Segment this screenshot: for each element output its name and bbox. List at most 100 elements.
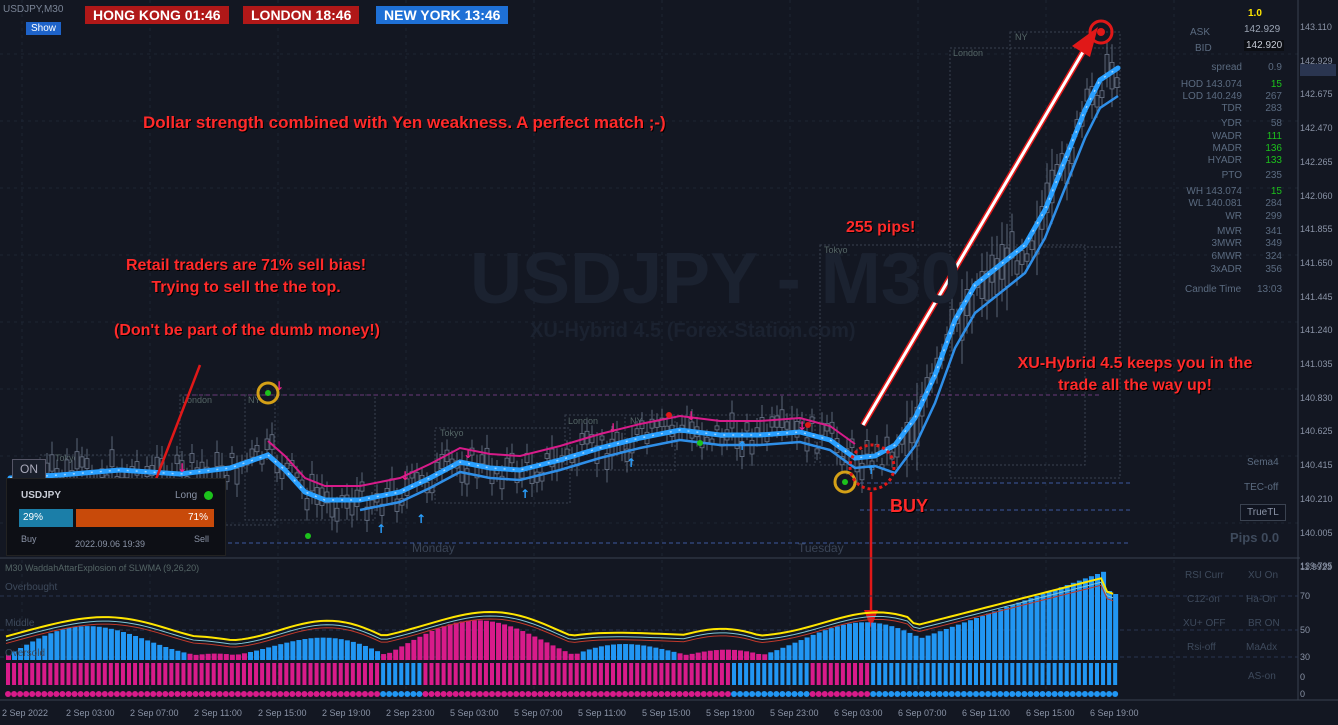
trend-dot	[852, 691, 858, 697]
histogram-bar	[713, 650, 719, 660]
trend-dot	[640, 691, 647, 697]
trend-dot	[658, 691, 665, 697]
trend-dot	[386, 691, 393, 697]
candle-body	[634, 428, 640, 435]
sentiment-toggle-button[interactable]: ON	[12, 459, 46, 479]
candle-body	[539, 471, 545, 482]
histogram-bar	[955, 624, 961, 660]
price-tick: 143.110	[1300, 22, 1332, 32]
br-on-button[interactable]: BR ON	[1248, 618, 1280, 629]
maadx-button[interactable]: MaAdx	[1246, 642, 1278, 653]
trend-strip	[701, 663, 706, 685]
stat-row: spread 0.9	[1170, 62, 1282, 74]
trend-strips	[5, 663, 1119, 697]
rsi-off-button[interactable]: Rsi-off	[1187, 642, 1216, 653]
trend-strip	[1107, 663, 1112, 685]
trend-strip	[1016, 663, 1021, 685]
truetl-button[interactable]: TrueTL	[1240, 504, 1286, 521]
histogram-bar	[54, 631, 60, 660]
trend-strip	[199, 663, 204, 685]
trend-dot	[954, 691, 961, 697]
trend-strip	[598, 663, 603, 685]
price-tick: 141.855	[1300, 224, 1333, 235]
trend-strip	[24, 663, 29, 685]
histogram-bar	[96, 626, 102, 660]
candle-body	[464, 468, 470, 485]
trend-dot	[234, 691, 241, 697]
signal-line-teal	[5, 581, 1114, 645]
trend-strip	[671, 663, 676, 685]
trend-strip	[272, 663, 277, 685]
histogram-bar	[822, 630, 828, 660]
stat-label: WR	[1225, 211, 1242, 222]
xu-plus-off-button[interactable]: XU+ OFF	[1183, 618, 1226, 629]
trend-dot	[1003, 691, 1010, 697]
c12-on-button[interactable]: C12-on	[1187, 594, 1220, 605]
stat-label: YDR	[1220, 118, 1242, 129]
histogram-bar	[447, 624, 453, 660]
xu-on-button[interactable]: XU On	[1248, 570, 1279, 581]
symbol-title: USDJPY,M30	[3, 4, 64, 15]
trend-dot	[948, 691, 955, 697]
trend-strip	[568, 663, 573, 685]
trend-dot	[307, 691, 314, 697]
session-label: London	[568, 416, 598, 426]
histogram-bar	[556, 648, 562, 660]
show-button[interactable]: Show	[26, 22, 62, 35]
trend-strip	[641, 663, 646, 685]
candle-body	[499, 475, 505, 490]
trend-strip	[738, 663, 743, 685]
trend-dot	[664, 691, 671, 697]
histogram-bar	[1046, 591, 1052, 660]
candle-body	[379, 503, 385, 516]
trend-dot	[434, 691, 441, 697]
trend-dot	[1045, 691, 1052, 697]
candle-body	[604, 453, 610, 470]
hybrid-annotation-1: XU-Hybrid 4.5 keeps you in the	[1017, 355, 1253, 372]
trend-strip	[574, 663, 579, 685]
candle-body	[74, 451, 80, 470]
trend-dot	[277, 691, 284, 697]
candle-body	[814, 448, 820, 454]
tec-button[interactable]: TEC-off	[1244, 482, 1279, 493]
histogram-bar	[30, 641, 36, 660]
hybrid-trend-dots	[9, 67, 1119, 501]
histogram-bar	[435, 628, 441, 660]
as-on-button[interactable]: AS-on	[1248, 671, 1276, 682]
candle-body	[859, 462, 865, 481]
rsi-curr-button[interactable]: RSI Curr	[1185, 570, 1224, 581]
time-tick: 2 Sep 19:00	[322, 708, 371, 718]
trend-strip	[617, 663, 622, 685]
candle-body	[434, 461, 440, 473]
trend-strip	[145, 663, 150, 685]
sell-percent: 71%	[187, 512, 208, 523]
trend-strip	[677, 663, 682, 685]
stat-label: WL 140.081	[1188, 198, 1242, 209]
trend-strip	[1088, 663, 1093, 685]
stat-value: 111	[1266, 131, 1282, 142]
trend-strip	[6, 663, 10, 685]
trend-strip	[580, 663, 585, 685]
trend-strip	[623, 663, 628, 685]
histogram-bar	[272, 645, 278, 660]
histogram-bar	[992, 611, 998, 660]
trend-strip	[151, 663, 156, 685]
candle-body	[174, 454, 180, 465]
histogram-bar	[798, 640, 804, 660]
trend-dot	[301, 691, 308, 697]
histogram-bar	[175, 650, 181, 660]
histogram-bar	[417, 636, 423, 660]
trend-dot	[1033, 691, 1040, 697]
trend-dot	[1106, 691, 1113, 697]
sema-button[interactable]: Sema4	[1247, 457, 1279, 468]
ha-on-button[interactable]: Ha-On	[1246, 594, 1276, 605]
trend-dot	[325, 691, 332, 697]
trend-dot	[543, 691, 550, 697]
stat-label: 3xADR	[1210, 264, 1242, 275]
trend-strip	[483, 663, 488, 685]
histogram-bar	[1040, 593, 1046, 660]
trend-dot	[416, 691, 423, 697]
buy-annotation: BUY	[890, 496, 929, 516]
histogram-bar	[1070, 582, 1076, 660]
